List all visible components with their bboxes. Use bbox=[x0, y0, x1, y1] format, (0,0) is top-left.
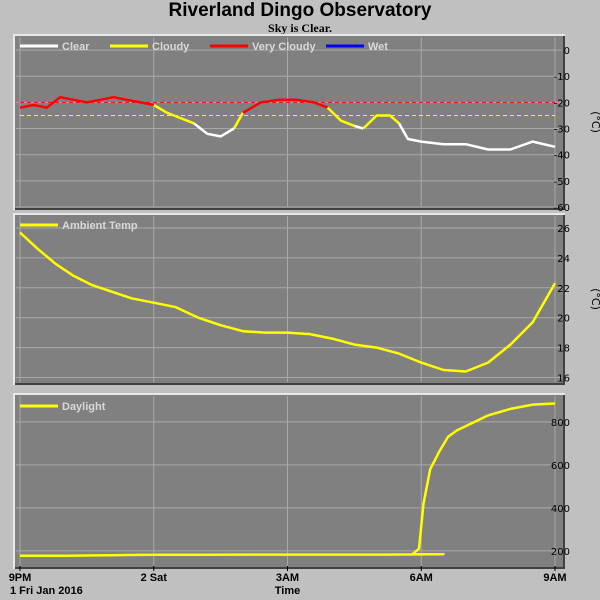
y-tick-label: 800 bbox=[551, 418, 570, 429]
series-line-very_cloudy bbox=[242, 98, 329, 114]
series-line-cloudy bbox=[326, 106, 355, 128]
y-tick-label: 18 bbox=[557, 344, 570, 355]
y-tick-label: -60 bbox=[554, 203, 570, 214]
y-tick-label: 600 bbox=[551, 461, 570, 472]
y-tick-label: -50 bbox=[554, 177, 570, 188]
x-tick-label: 9AM bbox=[543, 572, 566, 584]
y-tick-label: 22 bbox=[557, 284, 570, 295]
y-tick-label: -10 bbox=[554, 72, 570, 83]
plot-area bbox=[15, 36, 563, 208]
y-tick-label: -30 bbox=[554, 125, 570, 136]
legend-entry: Clear bbox=[62, 41, 90, 53]
y-unit-label: (°C) bbox=[589, 288, 600, 310]
x-axis-title: Time bbox=[275, 585, 300, 597]
series-line-clear bbox=[193, 122, 235, 138]
series-line-cloudy bbox=[362, 114, 400, 130]
panel-1: 0 -10 -20 -30 -40 -50 -60 (°C) Clear Cloudy Very C… bbox=[13, 34, 600, 214]
series-line-cloudy bbox=[153, 103, 195, 125]
legend-entry: Cloudy bbox=[152, 41, 190, 53]
y-tick-label: 400 bbox=[551, 504, 570, 515]
legend-entry: Very Cloudy bbox=[252, 41, 316, 53]
legend-entry: Daylight bbox=[62, 401, 106, 413]
series-line-clear bbox=[397, 122, 556, 151]
legend-entry: Wet bbox=[368, 41, 388, 53]
series-line-daylight bbox=[20, 402, 556, 557]
y-tick-label: -40 bbox=[554, 151, 570, 162]
panel-3: 800 600 400 200 Daylight bbox=[13, 393, 570, 569]
y-unit-label: (°C) bbox=[589, 111, 600, 133]
x-tick-label: 6AM bbox=[410, 572, 433, 584]
y-tick-label: 26 bbox=[557, 224, 570, 235]
series-line-cloudy bbox=[232, 112, 244, 130]
y-tick-label: 200 bbox=[551, 547, 570, 558]
y-tick-label: -20 bbox=[554, 98, 570, 109]
x-tick-label: 2 Sat bbox=[141, 572, 168, 584]
series-line-very_cloudy bbox=[19, 95, 155, 109]
x-tick-label: 3AM bbox=[276, 572, 299, 584]
sky-status: Sky is Clear. bbox=[268, 21, 332, 35]
x-date-label: 1 Fri Jan 2016 bbox=[10, 585, 83, 597]
legend-entry: Ambient Temp bbox=[62, 220, 138, 232]
y-tick-label: 0 bbox=[564, 46, 570, 57]
panel-2: 26 24 22 20 18 16 (°C) Ambient Temp bbox=[13, 213, 600, 385]
plot-area bbox=[15, 395, 563, 567]
x-tick-label: 9PM bbox=[9, 572, 32, 584]
y-tick-label: 16 bbox=[557, 374, 570, 385]
plot-area bbox=[15, 215, 563, 383]
series-line-ambient-temp bbox=[19, 231, 557, 373]
series-line-clear bbox=[354, 124, 364, 130]
y-tick-label: 20 bbox=[557, 314, 570, 325]
chart-title: Riverland Dingo Observatory bbox=[168, 0, 432, 21]
y-tick-label: 24 bbox=[557, 254, 570, 265]
